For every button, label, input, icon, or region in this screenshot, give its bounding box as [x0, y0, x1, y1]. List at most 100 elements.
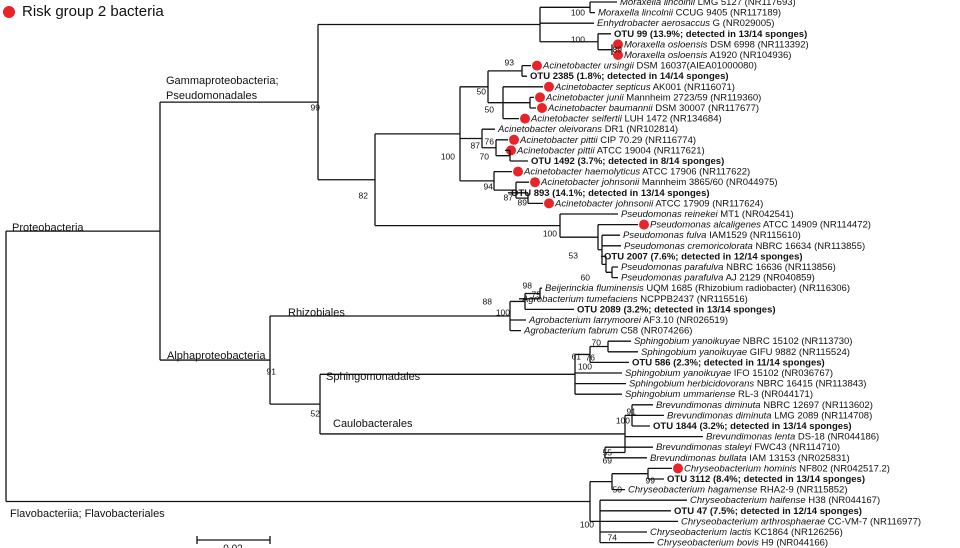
- bootstrap-value: 99: [311, 102, 321, 112]
- strain-name: LMG 5127 (NR117693): [698, 0, 796, 8]
- strain-name: IAM 13153 (NR025831): [749, 452, 849, 463]
- species-name: Beijerinckia fluminensis: [545, 283, 644, 294]
- clade-label: Flavobacteriia; Flavobacteriales: [10, 508, 165, 520]
- bootstrap-value: 91: [267, 366, 277, 376]
- bootstrap-value: 50: [477, 86, 487, 96]
- risk-dot: [544, 198, 554, 209]
- risk-dot: [520, 113, 530, 124]
- legend-label: Risk group 2 bacteria: [22, 3, 164, 20]
- risk-dot: [537, 103, 547, 113]
- leaf-label: OTU 1844 (3.2%; detected in 13/14 sponge…: [653, 421, 852, 432]
- otu-label: OTU 3112 (8.4%; detected in 13/14 sponge…: [667, 474, 865, 485]
- species-name: Brevundimonas staleyi: [656, 442, 752, 453]
- strain-name: DSM 16037(AIEA01000080): [636, 60, 756, 71]
- leaf-label: Moraxella lincolnii LMG 5127 (NR117693): [620, 0, 796, 8]
- leaf-label: Acinetobacter oleivorans DR1 (NR102814): [497, 124, 678, 135]
- clade-label: Rhizobiales: [288, 307, 345, 319]
- leaf-label: Pseudomonas parafulva NBRC 16636 (NR1138…: [621, 262, 836, 273]
- leaf-label: Beijerinckia fluminensis UQM 1685 (Rhizo…: [545, 283, 850, 294]
- species-name: Acinetobacter seifertii: [530, 113, 623, 124]
- leaf-label: Brevundimonas staleyi FWC43 (NR114710): [656, 442, 840, 453]
- risk-dot: [613, 50, 623, 60]
- strain-name: NCPPB2437 (NR115516): [640, 293, 748, 304]
- leaf-label: Moraxella osloensis DSM 6998 (NR113392): [624, 39, 809, 50]
- species-name: Moraxella lincolnii: [598, 7, 674, 18]
- species-name: Acinetobacter johnsonii: [540, 177, 640, 188]
- leaf-label: Enhydrobacter aerosaccus G (NR029005): [597, 18, 774, 29]
- leaf-label: OTU 3112 (8.4%; detected in 13/14 sponge…: [667, 474, 865, 485]
- strain-name: DSM 6998 (NR113392): [710, 39, 809, 50]
- leaf-label: Sphingobium herbicidovorans NBRC 16415 (…: [629, 378, 866, 389]
- otu-label: OTU 99 (13.9%; detected in 13/14 sponges…: [614, 28, 807, 39]
- species-name: Chryseobacterium hominis: [684, 463, 797, 474]
- otu-label: OTU 2385 (1.8%; detected in 14/14 sponge…: [530, 71, 729, 82]
- otu-label: OTU 1492 (3.7%; detected in 8/14 sponges…: [531, 156, 724, 167]
- bootstrap-value: 76: [485, 136, 495, 146]
- strain-name: AK001 (NR116071): [653, 81, 735, 92]
- leaf-label: OTU 2089 (3.2%; detected in 13/14 sponge…: [577, 304, 776, 315]
- strain-name: RHA2-9 (NR115852): [760, 484, 847, 495]
- leaf-label: Acinetobacter junii Mannheim 2723/59 (NR…: [545, 92, 761, 103]
- species-name: Pseudomonas parafulva: [621, 272, 723, 283]
- otu-label: OTU 47 (7.5%; detected in 12/14 sponges): [674, 505, 862, 516]
- species-name: Acinetobacter johnsonii: [554, 198, 654, 209]
- leaf-label: Pseudomonas fulva IAM1529 (NR115610): [623, 230, 801, 241]
- strain-name: G (NR029005): [713, 18, 775, 29]
- bootstrap-value: 75: [532, 289, 542, 299]
- species-name: Pseudomonas alcaligenes: [650, 219, 761, 230]
- leaf-label: Pseudomonas alcaligenes ATCC 14909 (NR11…: [650, 219, 871, 230]
- bootstrap-value: 87: [471, 140, 481, 150]
- leaf-label: Acinetobacter johnsonii Mannheim 3865/60…: [540, 177, 778, 188]
- bootstrap-value: 91: [627, 406, 637, 416]
- leaf-label: OTU 586 (2.3%; detected in 11/14 sponges…: [632, 357, 825, 368]
- bootstrap-value: 50: [485, 104, 495, 114]
- clade-label: Caulobacterales: [333, 418, 413, 430]
- bootstrap-value: 50: [613, 484, 623, 494]
- leaf-label: Agrobacterium fabrum C58 (NR074266): [523, 325, 692, 336]
- clade-label: Sphingomonadales: [326, 371, 421, 383]
- species-name: Acinetobacter pittii: [516, 145, 596, 156]
- strain-name: NF802 (NR042517.2): [799, 463, 890, 474]
- strain-name: LMG 2089 (NR114708): [774, 410, 872, 421]
- leaf-label: OTU 99 (13.9%; detected in 13/14 sponges…: [614, 28, 807, 39]
- leaf-label: Brevundimonas bullata IAM 13153 (NR02583…: [650, 452, 850, 463]
- species-name: Agrobacterium larrymoorei: [528, 315, 642, 326]
- strain-name: IFO 15102 (NR036767): [734, 368, 833, 379]
- leaf-label: Acinetobacter ursingii DSM 16037(AIEA010…: [542, 60, 757, 71]
- strain-name: FWC43 (NR114710): [754, 442, 840, 453]
- strain-name: ATCC 19004 (NR117621): [597, 145, 705, 156]
- bootstrap-value: 55: [603, 447, 613, 457]
- species-name: Brevundimonas bullata: [650, 452, 747, 463]
- clade-label: Proteobacteria: [12, 222, 84, 234]
- bootstrap-value: 89: [518, 197, 528, 207]
- species-name: Moraxella osloensis: [624, 50, 708, 61]
- leaf-label: Moraxella lincolnii CCUG 9405 (NR117189): [598, 7, 781, 18]
- species-name: Chryseobacterium arthrosphaerae: [681, 516, 825, 527]
- strain-name: GIFU 9882 (NR115524): [750, 346, 850, 357]
- legend-dot: [3, 6, 15, 18]
- strain-name: ATCC 17909 (NR117624): [655, 198, 763, 209]
- risk-dot: [530, 177, 540, 188]
- otu-label: OTU 2007 (7.6%; detected in 12/14 sponge…: [604, 251, 803, 262]
- clade-label: Gammaproteobacteria;: [166, 75, 279, 87]
- species-name: Chryseobacterium hagamense: [628, 484, 757, 495]
- species-name: Acinetobacter haemolyticus: [523, 166, 640, 177]
- leaf-label: Moraxella osloensis A1920 (NR104936): [624, 50, 791, 61]
- species-name: Sphingobium yanoikuyae: [625, 368, 731, 379]
- leaf-label: Chryseobacterium bovis H9 (NR044166): [657, 537, 828, 548]
- risk-dot: [532, 60, 542, 71]
- bootstrap-value: 53: [569, 250, 579, 260]
- species-name: Chryseobacterium haifense: [690, 495, 806, 506]
- strain-name: UQM 1685 (Rhizobium radiobacter) (NR1163…: [646, 283, 850, 294]
- leaf-label: Sphingobium yanoikuyae IFO 15102 (NR0367…: [625, 368, 833, 379]
- leaf-label: Pseudomonas cremoricolorata NBRC 16634 (…: [624, 240, 865, 251]
- species-name: Brevundimonas diminuta: [656, 399, 761, 410]
- leaf-label: OTU 893 (14.1%; detected in 13/14 sponge…: [511, 187, 710, 198]
- risk-dot: [673, 463, 683, 474]
- leaf-label: Acinetobacter johnsonii ATCC 17909 (NR11…: [554, 198, 763, 209]
- otu-label: OTU 2089 (3.2%; detected in 13/14 sponge…: [577, 304, 776, 315]
- leaf-label: Brevundimonas diminuta LMG 2089 (NR11470…: [667, 410, 872, 421]
- leaf-label: Chryseobacterium haifense H38 (NR044167): [690, 495, 880, 506]
- species-name: Brevundimonas diminuta: [667, 410, 772, 421]
- bootstrap-value: 70: [592, 337, 602, 347]
